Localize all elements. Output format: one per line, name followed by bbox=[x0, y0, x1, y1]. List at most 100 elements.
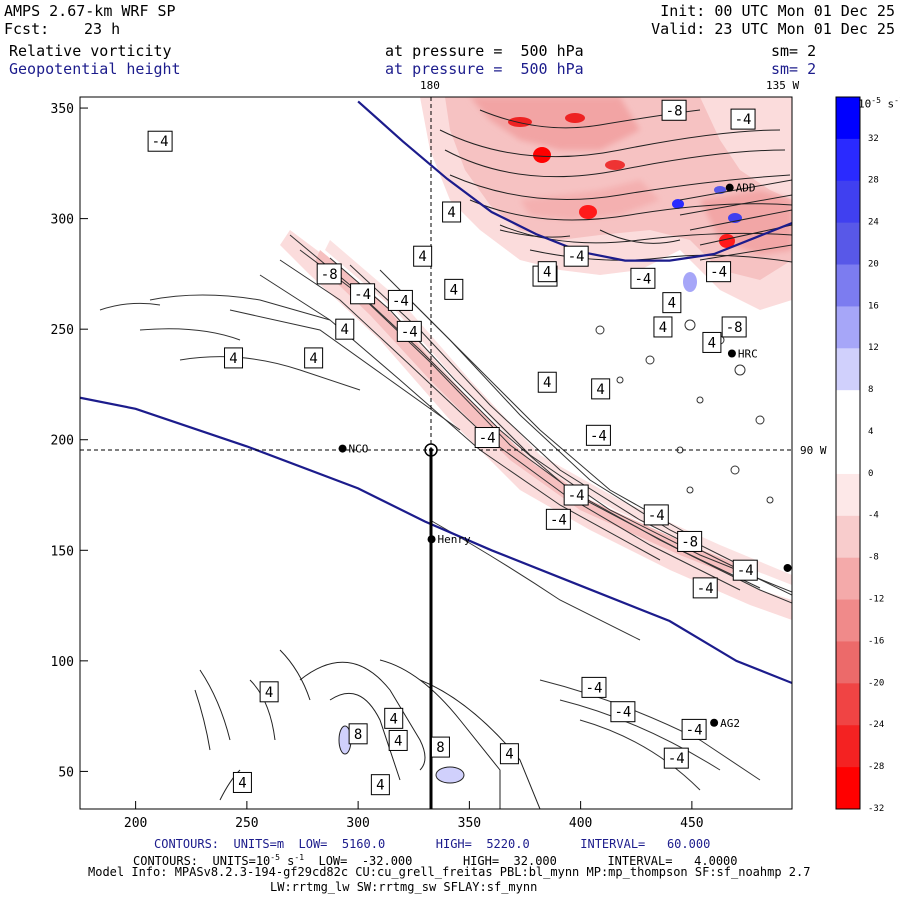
station-markers: NCO Henry HRC AG2 ADD bbox=[338, 182, 792, 730]
colorbar-swatch bbox=[836, 641, 860, 684]
forecast-hours: 23 h bbox=[84, 20, 121, 38]
contour-label-box bbox=[643, 504, 669, 526]
contour-label: -4 bbox=[735, 112, 752, 128]
contour-label-box bbox=[661, 99, 687, 121]
contour-label: -4 bbox=[668, 751, 685, 767]
contour-label-box bbox=[224, 347, 244, 369]
contour-label-box bbox=[692, 577, 718, 599]
colorbar-tick-label: 4 bbox=[868, 427, 873, 437]
colorbar-tick-label: -24 bbox=[868, 720, 884, 730]
station-dot bbox=[725, 183, 734, 192]
contour-label: -8 bbox=[681, 534, 698, 550]
contour-label-box bbox=[499, 743, 519, 765]
contour-label: -4 bbox=[152, 134, 169, 150]
colorbar-tick-label: 0 bbox=[868, 469, 873, 479]
contour-label: 4 bbox=[543, 265, 551, 281]
colorbar-tick-label: 12 bbox=[868, 343, 879, 353]
contour-label-box bbox=[348, 723, 368, 745]
contour-label-box bbox=[537, 261, 557, 283]
contour-label: -4 bbox=[550, 512, 567, 528]
colorbar-tick-label: -28 bbox=[868, 762, 884, 772]
contour-label-box bbox=[387, 289, 413, 311]
contour-label: -4 bbox=[648, 508, 665, 524]
contour-label-box bbox=[702, 331, 722, 353]
y-tick-label: 250 bbox=[51, 323, 74, 338]
contour-label: 8 bbox=[354, 727, 362, 743]
colorbar: 32 28 24 20 16 12 8 4 0 -4 -8 -12 -16 -20 -24 -28 -32 bbox=[835, 96, 884, 814]
colorbar-tick-label: 24 bbox=[868, 218, 879, 228]
contour-label-box bbox=[681, 718, 707, 740]
x-tick-label: 350 bbox=[458, 816, 481, 831]
x-tick-label: 250 bbox=[235, 816, 258, 831]
contour-label: -4 bbox=[710, 265, 727, 281]
colorbar-tick-label: 20 bbox=[868, 259, 879, 269]
contour-label: 4 bbox=[418, 249, 426, 265]
contour-label: 4 bbox=[376, 778, 384, 794]
smoothing-geopotential: sm= 2 bbox=[771, 60, 817, 78]
vorticity-field: -4-4-8-8-4-4444-4444-4-44-84-44-444-4-44… bbox=[80, 97, 792, 809]
contour-label: 4 bbox=[447, 205, 455, 221]
contour-label-box bbox=[537, 371, 557, 393]
colorbar-swatch bbox=[836, 97, 860, 140]
plot-axes: 200 250 300 350 400 450 50 100 150 200 250 300 350 bbox=[51, 102, 704, 831]
contour-label-box bbox=[706, 261, 732, 283]
contour-label-box bbox=[396, 320, 422, 342]
contour-label-box bbox=[335, 318, 355, 340]
contour-label-box bbox=[563, 484, 589, 506]
station-label: Henry bbox=[438, 533, 471, 546]
colorbar-swatch bbox=[836, 222, 860, 266]
x-tick-label: 450 bbox=[680, 816, 703, 831]
colorbar-swatch bbox=[836, 390, 860, 433]
contour-label: 4 bbox=[450, 282, 458, 298]
forecast-label: Fcst: bbox=[4, 20, 50, 38]
contour-label: -8 bbox=[726, 320, 743, 336]
south-pole-marker bbox=[424, 443, 438, 457]
y-tick-label: 100 bbox=[51, 655, 74, 670]
contour-label: -4 bbox=[614, 705, 631, 721]
footer-model-info: Model Info: MPASv8.2.3-194-gf29cd82c CU:… bbox=[88, 865, 811, 879]
contour-label: 4 bbox=[659, 320, 667, 336]
y-tick-label: 300 bbox=[51, 213, 74, 228]
colorbar-swatch bbox=[836, 348, 860, 391]
contour-label: -8 bbox=[666, 103, 683, 119]
y-tick-label: 50 bbox=[58, 765, 74, 780]
colorbar-swatch bbox=[836, 306, 860, 349]
contour-label: -4 bbox=[401, 324, 418, 340]
colorbar-tick-label: -16 bbox=[868, 636, 884, 646]
colorbar-swatch bbox=[836, 767, 860, 810]
model-title: AMPS 2.67-km WRF SP bbox=[4, 2, 176, 20]
colorbar-swatch bbox=[836, 432, 860, 475]
contour-label-box bbox=[721, 316, 747, 338]
contour-label: 4 bbox=[505, 747, 513, 763]
contour-label-box bbox=[304, 347, 324, 369]
station-dot bbox=[710, 718, 719, 727]
footer-height-contours: CONTOURS: UNITS=m LOW= 5160.0 HIGH= 5220… bbox=[154, 837, 711, 851]
colorbar-swatch bbox=[836, 725, 860, 768]
contour-label-box bbox=[662, 292, 682, 314]
x-tick-label: 200 bbox=[124, 816, 147, 831]
y-tick-label: 200 bbox=[51, 434, 74, 449]
contour-label: -4 bbox=[568, 488, 585, 504]
contour-label: -4 bbox=[737, 563, 754, 579]
colorbar-swatch bbox=[836, 473, 860, 517]
colorbar-tick-label: 8 bbox=[868, 385, 873, 395]
station-dot bbox=[427, 535, 436, 544]
contour-label: -4 bbox=[686, 722, 703, 738]
contour-label-box bbox=[591, 378, 611, 400]
lon-label-135w: 135 W bbox=[766, 79, 800, 92]
footer-physics-info: LW:rrtmg_lw SW:rrtmg_sw SFLAY:sf_mynn bbox=[270, 880, 538, 894]
contour-label: 4 bbox=[309, 351, 317, 367]
contour-label-box bbox=[232, 771, 252, 793]
contour-label: 4 bbox=[708, 335, 716, 351]
contour-label: 4 bbox=[596, 382, 604, 398]
contour-label-box bbox=[630, 267, 656, 289]
y-tick-label: 350 bbox=[51, 102, 74, 117]
init-time: Init: 00 UTC Mon 01 Dec 25 bbox=[660, 2, 895, 20]
contour-label: 4 bbox=[394, 733, 402, 749]
colorbar-swatch bbox=[836, 180, 860, 224]
contour-label: 4 bbox=[265, 685, 273, 701]
contour-label-box bbox=[147, 130, 173, 152]
colorbar-tick-label: 32 bbox=[868, 134, 879, 144]
contour-label: 4 bbox=[390, 711, 398, 727]
